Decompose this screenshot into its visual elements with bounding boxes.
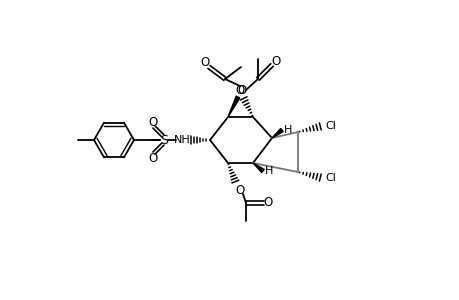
Text: S: S [160,134,168,146]
Text: O: O [235,83,244,97]
Polygon shape [228,96,239,117]
Text: O: O [200,56,209,68]
Text: H: H [264,166,273,176]
Text: Cl: Cl [325,173,336,183]
Text: H: H [283,125,291,135]
Polygon shape [271,128,283,138]
Text: O: O [148,152,157,164]
Text: Cl: Cl [325,121,336,131]
Text: NH: NH [173,135,190,145]
Polygon shape [252,163,263,172]
Text: O: O [235,184,244,196]
Text: O: O [148,116,157,128]
Text: O: O [237,83,246,97]
Text: O: O [271,55,280,68]
Text: O: O [263,196,272,209]
